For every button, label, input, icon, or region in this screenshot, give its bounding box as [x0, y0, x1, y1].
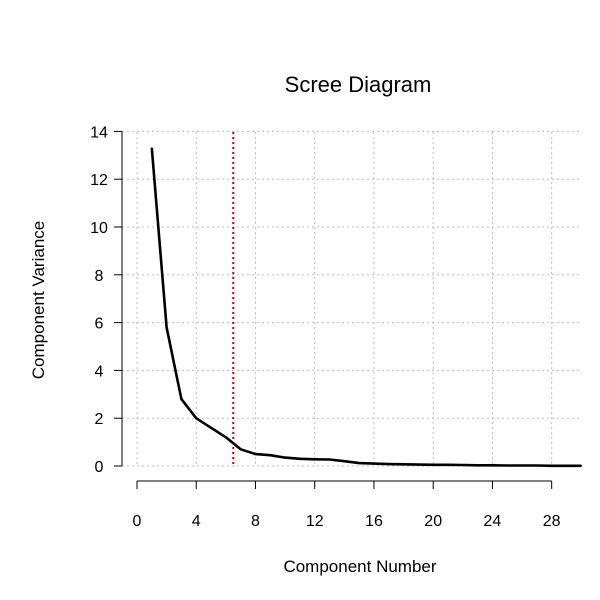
data-point	[506, 464, 509, 467]
x-tick-label: 20	[424, 513, 442, 530]
data-point	[491, 464, 494, 467]
y-tick-label: 6	[95, 316, 104, 333]
x-tick-label: 28	[543, 513, 561, 530]
data-point	[447, 464, 449, 466]
data-point	[462, 464, 464, 466]
x-tick-label: 16	[365, 513, 383, 530]
data-point	[165, 326, 168, 329]
grid-layer	[122, 130, 582, 467]
y-tick-label: 12	[90, 172, 108, 189]
data-point	[580, 464, 583, 467]
x-tick-label: 0	[133, 513, 142, 530]
data-point	[521, 464, 523, 467]
data-point	[210, 426, 212, 429]
series-layer	[150, 147, 583, 468]
data-point	[565, 464, 568, 467]
x-tick-label: 24	[484, 513, 502, 530]
data-point	[313, 458, 316, 461]
data-point	[284, 456, 286, 459]
data-point	[225, 436, 227, 439]
y-tick-label: 8	[95, 268, 104, 285]
data-point	[254, 453, 257, 455]
data-point	[239, 448, 242, 451]
y-tick-label: 0	[95, 459, 104, 476]
y-tick-label: 4	[95, 363, 104, 380]
data-point	[550, 464, 553, 467]
data-point	[151, 147, 153, 149]
data-point	[269, 454, 272, 457]
chart-title: Scree Diagram	[285, 72, 432, 97]
data-point	[373, 462, 375, 465]
data-point	[343, 460, 346, 463]
x-tick-label: 8	[251, 513, 260, 530]
data-point	[180, 398, 183, 400]
data-point	[432, 464, 435, 466]
data-point	[195, 417, 198, 420]
y-tick-label: 2	[95, 411, 104, 428]
data-point	[358, 462, 360, 464]
data-point	[536, 464, 538, 467]
y-axis-label: Component Variance	[29, 221, 48, 379]
data-point	[417, 463, 420, 466]
series-line	[150, 147, 582, 468]
y-tick-label: 14	[90, 124, 108, 141]
data-point	[299, 458, 301, 460]
x-tick-label: 4	[192, 513, 201, 530]
x-axis-label: Component Number	[283, 557, 436, 576]
data-point	[328, 458, 331, 461]
data-point	[402, 463, 405, 466]
data-point	[476, 464, 479, 467]
y-tick-label: 10	[90, 220, 108, 237]
x-tick-label: 12	[306, 513, 324, 530]
data-point	[387, 463, 390, 465]
